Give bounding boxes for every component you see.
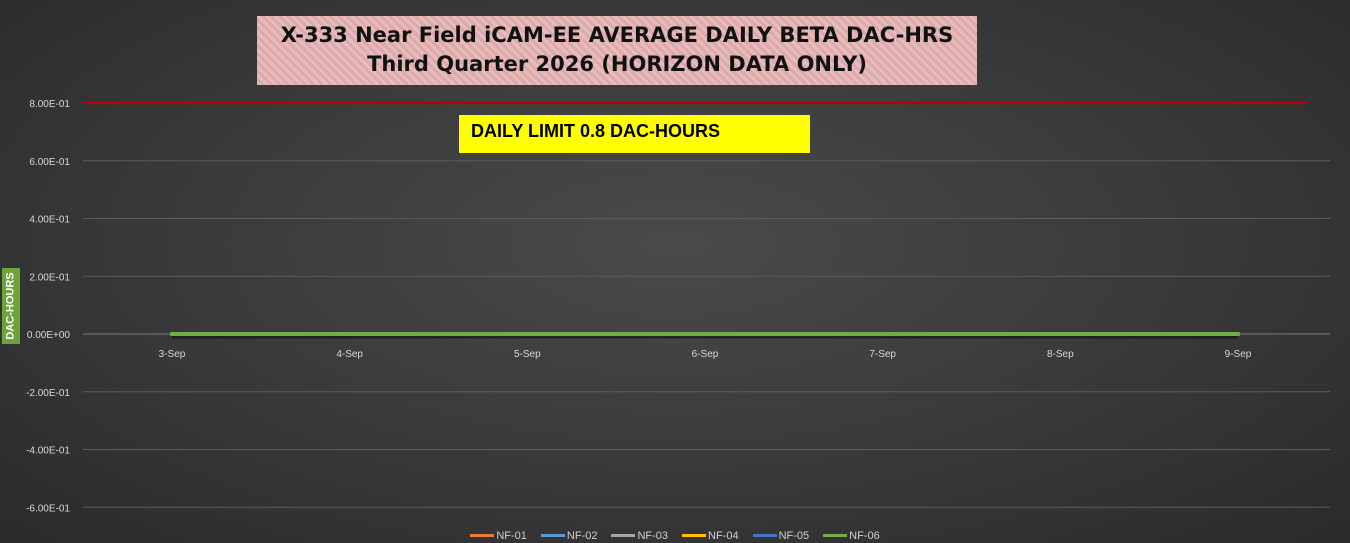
legend-label: NF-02 [566,529,598,542]
x-tick-label: 5-Sep [514,349,541,360]
chart-title: X-333 Near Field iCAM-EE AVERAGE DAILY B… [280,23,954,47]
legend-label: NF-05 [778,529,810,542]
legend-swatch [540,534,565,537]
x-tick-label: 6-Sep [692,349,719,360]
legend-item: NF-05 [752,528,810,543]
chart-legend: NF-01 NF-02 NF-03 NF-04 NF-05 NF-06 [0,528,1350,543]
y-axis-label: DAC-HOURS [5,272,18,340]
legend-item: NF-03 [611,528,668,543]
y-tick-label: -4.00E-01 [26,446,70,457]
y-tick-label: 6.00E-01 [29,157,70,168]
legend-label: NF-03 [637,529,668,542]
daily-limit-annotation: DAILY LIMIT 0.8 DAC-HOURS [459,115,810,153]
legend-swatch [682,534,706,537]
x-tick-label: 8-Sep [1047,349,1074,360]
chart-title-box: X-333 Near Field iCAM-EE AVERAGE DAILY B… [257,16,977,85]
legend-swatch [611,534,636,537]
legend-swatch [752,534,777,537]
chart-subtitle: Third Quarter 2026 (HORIZON DATA ONLY) [367,52,867,76]
legend-item: NF-06 [823,528,880,543]
legend-label: NF-04 [708,529,739,542]
x-tick-label: 7-Sep [869,349,896,360]
y-tick-label: 0.00E+00 [27,330,71,341]
y-axis-label-box: DAC-HOURS [2,268,20,344]
legend-label: NF-01 [496,529,527,542]
y-tick-label: -2.00E-01 [26,388,70,399]
y-tick-label: 8.00E-01 [29,99,70,110]
legend-item: NF-02 [540,528,598,543]
legend-swatch [470,534,495,537]
legend-item: NF-04 [682,528,739,543]
y-tick-label: 2.00E-01 [29,272,70,283]
y-tick-label: 4.00E-01 [29,215,70,226]
legend-item: NF-01 [470,528,527,543]
x-tick-label: 9-Sep [1225,349,1252,360]
x-tick-label: 4-Sep [336,349,363,360]
x-tick-label: 3-Sep [159,349,186,360]
y-tick-label: -6.00E-01 [26,503,70,514]
legend-swatch [823,534,848,537]
legend-label: NF-06 [849,529,880,542]
